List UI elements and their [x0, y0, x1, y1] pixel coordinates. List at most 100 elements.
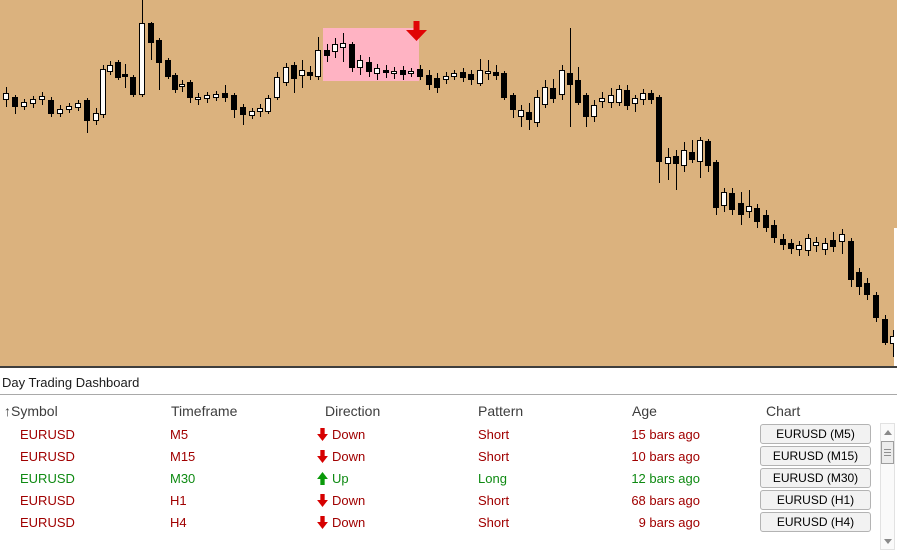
column-header-direction[interactable]: Direction [325, 403, 381, 419]
direction-cell: Down [317, 427, 478, 442]
timeframe-cell: H1 [170, 492, 187, 508]
candle-body [873, 295, 879, 318]
candle-body [673, 156, 679, 164]
candle-body [75, 103, 81, 108]
candle-body [30, 99, 36, 104]
candle-body [249, 111, 255, 116]
pattern-cell: Short [478, 514, 510, 530]
chart-cell: EURUSD (M30) [700, 468, 880, 488]
candle-body [100, 69, 106, 115]
timeframe-cell: M30 [170, 470, 196, 486]
candle-body [624, 90, 630, 106]
candle-body [550, 88, 556, 99]
candle-body [721, 192, 727, 206]
candle-body [608, 95, 614, 103]
table-row: EURUSD H1 Down Short 68 bars ago EURUSD (H1) [0, 489, 880, 511]
candle-body [299, 70, 305, 76]
candle-body [518, 110, 524, 117]
candle-body [468, 74, 474, 80]
candle-body [21, 102, 27, 107]
table-body: EURUSD M5 Down Short 15 bars ago EURUSD (M5) E… [0, 423, 880, 533]
scrollbar-down-button[interactable] [881, 533, 894, 549]
timeframe-cell: M5 [170, 426, 189, 442]
triangle-up-icon [883, 429, 892, 435]
symbol-cell: EURUSD [20, 426, 75, 442]
price-chart[interactable] [0, 0, 897, 368]
timeframe-cell: M15 [170, 448, 196, 464]
candle-body [115, 62, 121, 78]
candle-body [283, 67, 289, 83]
candle-body [122, 74, 128, 77]
candle-body [882, 319, 888, 343]
down-arrow-icon [317, 449, 328, 463]
chart-cell: EURUSD (M5) [700, 424, 880, 444]
column-header-timeframe[interactable]: Timeframe [171, 403, 238, 419]
candle-body [274, 77, 280, 98]
candle-body [172, 75, 178, 90]
triangle-down-icon [883, 538, 892, 544]
chart-cell: EURUSD (M15) [700, 446, 880, 466]
candle-body [864, 283, 870, 295]
candle-body [291, 65, 297, 79]
candle-body [640, 93, 646, 100]
candle-body [66, 106, 72, 110]
open-chart-button[interactable]: EURUSD (M5) [760, 424, 871, 444]
candle-body [84, 100, 90, 121]
chart-cell: EURUSD (H1) [700, 490, 880, 510]
up-arrow-icon [317, 471, 328, 485]
candle-body [187, 82, 193, 98]
column-header-pattern[interactable]: Pattern [478, 403, 524, 419]
table-row: EURUSD M30 Up Long 12 bars ago EURUSD (M30) [0, 467, 880, 489]
table-row: EURUSD M5 Down Short 15 bars ago EURUSD (M5) [0, 423, 880, 445]
candle-body [48, 100, 54, 114]
candle-body [139, 23, 145, 95]
candle-wick [692, 140, 693, 163]
candle-wick [488, 60, 489, 80]
candle-body [575, 80, 581, 103]
candle-body [307, 72, 313, 76]
candle-body [257, 108, 263, 112]
column-header-age[interactable]: Age [632, 403, 657, 419]
open-chart-button[interactable]: EURUSD (M15) [760, 446, 871, 466]
symbol-cell: EURUSD [20, 514, 75, 530]
candle-body [542, 87, 548, 105]
pattern-cell: Short [478, 448, 510, 464]
scrollbar-thumb[interactable] [881, 441, 894, 464]
down-arrow-icon [317, 427, 328, 441]
candle-body [57, 109, 63, 114]
candle-body [632, 98, 638, 104]
candle-body [559, 70, 565, 95]
chart-right-margin [894, 228, 897, 366]
candle-body [443, 76, 449, 80]
candle-body [813, 242, 819, 246]
candle-body [591, 105, 597, 117]
open-chart-button[interactable]: EURUSD (H1) [760, 490, 871, 510]
candle-body [93, 113, 99, 121]
candle-wick [668, 148, 669, 180]
panel-scrollbar[interactable] [880, 423, 895, 550]
open-chart-button[interactable]: EURUSD (H4) [760, 512, 871, 532]
candle-body [332, 44, 338, 52]
column-header-chart[interactable]: Chart [766, 403, 801, 419]
candle-body [213, 94, 219, 98]
open-chart-button[interactable]: EURUSD (M30) [760, 468, 871, 488]
candle-body [400, 70, 406, 75]
pattern-cell: Long [478, 470, 507, 486]
candle-body [195, 97, 201, 100]
direction-cell: Down [317, 515, 478, 530]
scrollbar-up-button[interactable] [881, 424, 894, 440]
candle-body [689, 152, 695, 160]
candle-body [848, 241, 854, 280]
candle-body [729, 193, 735, 210]
sort-arrow-icon: ↑ [4, 403, 11, 419]
candle-body [231, 95, 237, 110]
candle-body [763, 215, 769, 228]
candle-body [357, 60, 363, 68]
column-header-symbol[interactable]: ↑Symbol [4, 403, 58, 419]
pattern-cell: Short [478, 492, 510, 508]
candle-body [681, 150, 687, 166]
candle-body [796, 245, 802, 250]
age-cell: 68 bars ago [631, 492, 700, 508]
candle-body [148, 23, 154, 43]
